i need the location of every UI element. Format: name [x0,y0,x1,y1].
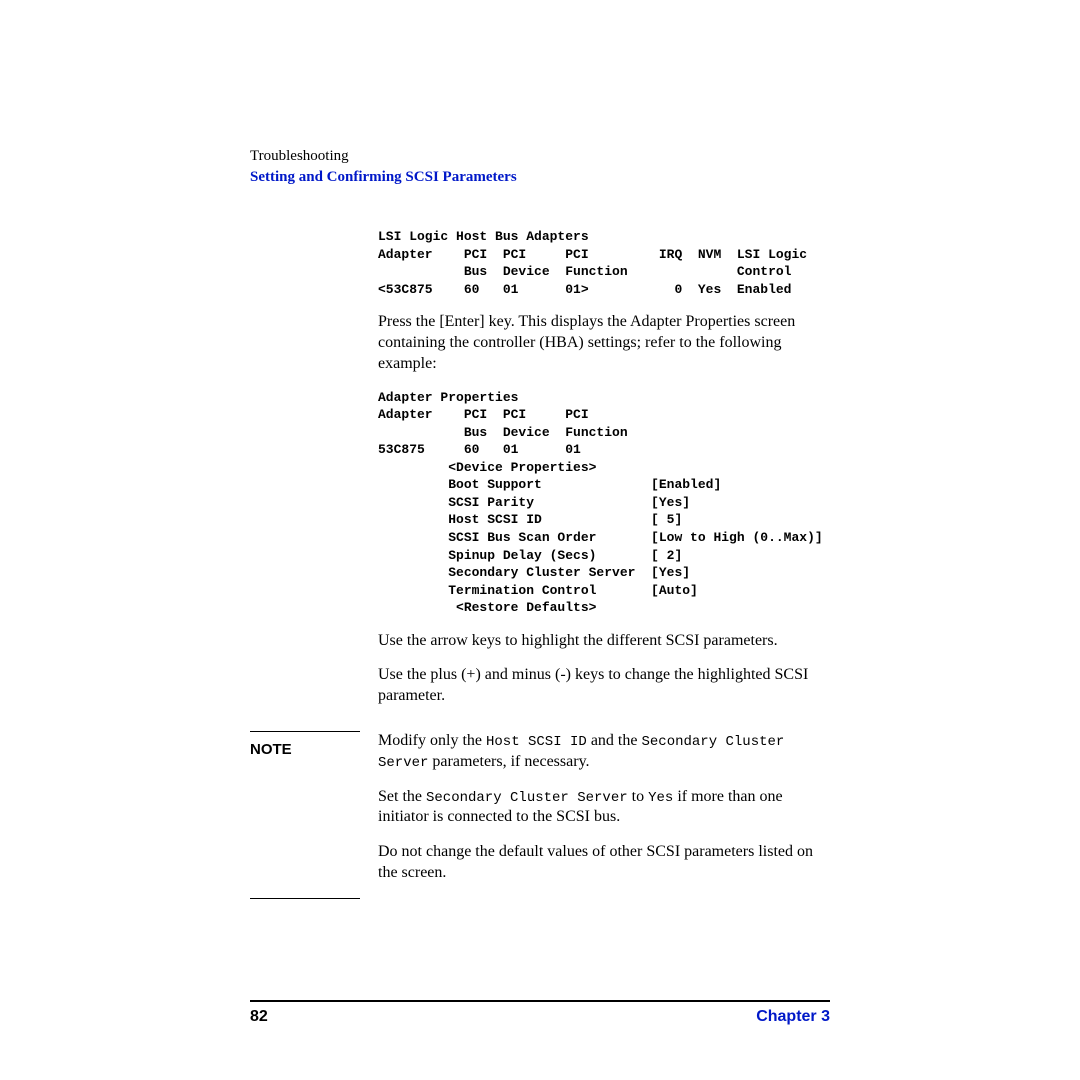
screen1-row: <53C875 60 01 01> 0 Yes Enabled [378,281,830,299]
note-rule-bot [250,898,360,899]
screen2-p2: SCSI Parity [Yes] [378,494,830,512]
header-troubleshooting: Troubleshooting [250,148,830,165]
note-l2b: Secondary Cluster Server [426,790,628,806]
content-block: LSI Logic Host Bus Adapters Adapter PCI … [250,228,830,884]
page: Troubleshooting Setting and Confirming S… [0,0,1080,1080]
screen2-h1: Adapter PCI PCI PCI [378,406,830,424]
screen2-h2: Bus Device Function [378,424,830,442]
footer: 82 Chapter 3 [250,1000,830,1026]
screen1-h1: Adapter PCI PCI PCI IRQ NVM LSI Logic [378,246,830,264]
note-l1e: parameters, if necessary. [428,753,589,770]
note-l2c: to [628,788,648,805]
note-l1b: Host SCSI ID [486,734,587,750]
note-l1c: and the [587,732,642,749]
screen2-p6: Secondary Cluster Server [Yes] [378,564,830,582]
screen2-p5: Spinup Delay (Secs) [ 2] [378,547,830,565]
screen1-title: LSI Logic Host Bus Adapters [378,228,830,246]
note-line2: Set the Secondary Cluster Server to Yes … [378,787,830,829]
para1: Press the [Enter] key. This displays the… [378,312,830,374]
screen2-p4: SCSI Bus Scan Order [Low to High (0..Max… [378,529,830,547]
screen2-p3: Host SCSI ID [ 5] [378,511,830,529]
para3: Use the plus (+) and minus (-) keys to c… [378,665,830,707]
page-number: 82 [250,1008,268,1026]
screen1-h2: Bus Device Function Control [378,263,830,281]
screen2-dev: <Device Properties> [378,459,830,477]
note-block: NOTE Modify only the Host SCSI ID and th… [378,731,830,884]
header-setting: Setting and Confirming SCSI Parameters [250,169,830,186]
note-label: NOTE [250,741,292,758]
para2: Use the arrow keys to highlight the diff… [378,631,830,652]
note-rule-top [250,731,360,732]
note-line1: Modify only the Host SCSI ID and the Sec… [378,731,830,773]
note-l2a: Set the [378,788,426,805]
screen2-p7: Termination Control [Auto] [378,582,830,600]
note-l2d: Yes [648,790,673,806]
note-l1a: Modify only the [378,732,486,749]
screen2-p1: Boot Support [Enabled] [378,476,830,494]
screen2-row: 53C875 60 01 01 [378,441,830,459]
screen2-p8: <Restore Defaults> [378,599,830,617]
chapter-label: Chapter 3 [756,1008,830,1026]
note-line3: Do not change the default values of othe… [378,842,830,884]
screen2-title: Adapter Properties [378,389,830,407]
